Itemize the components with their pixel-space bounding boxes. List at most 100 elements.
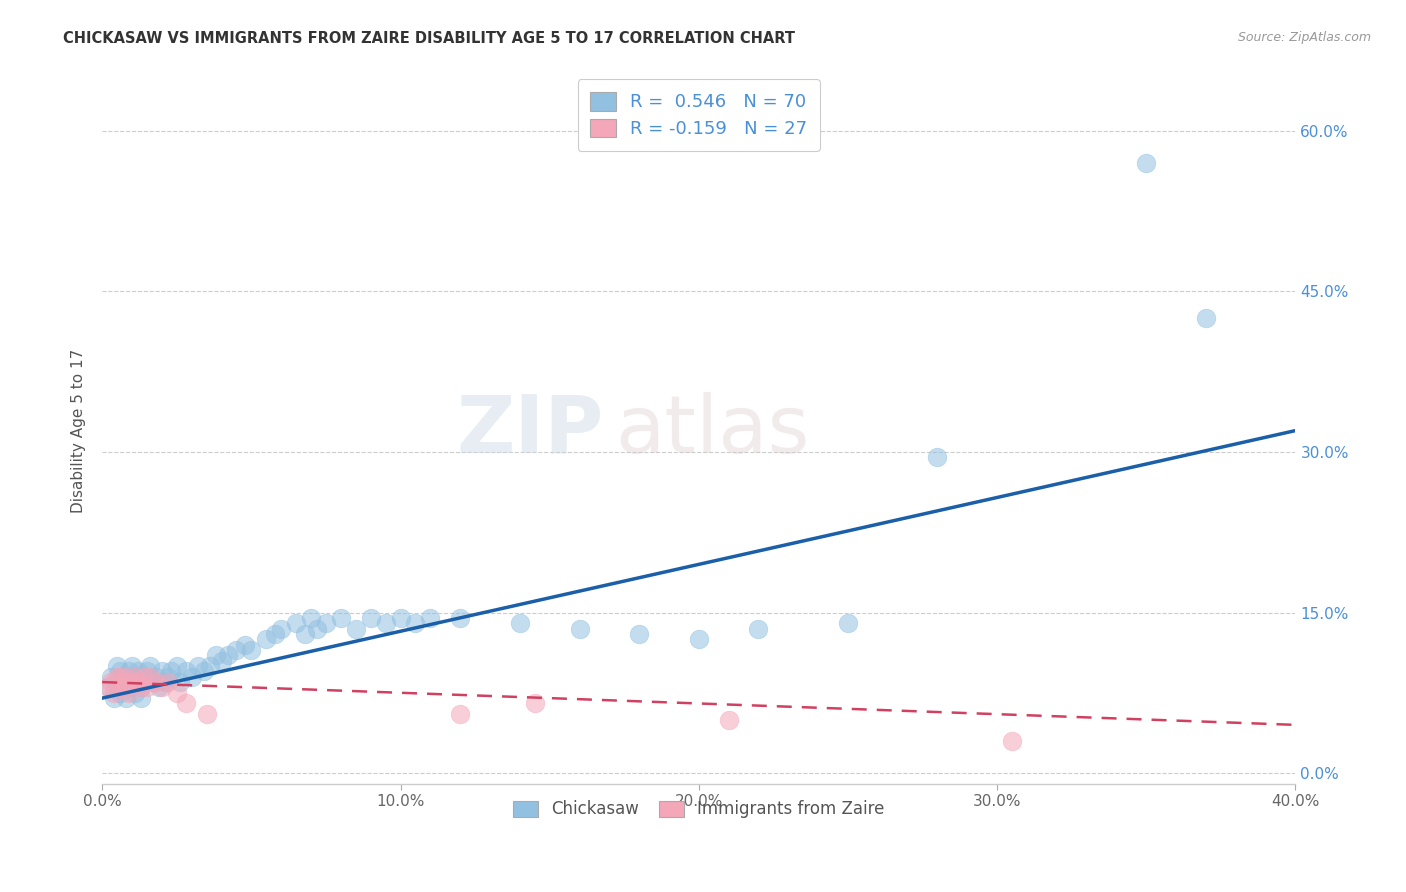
- Point: [419, 611, 441, 625]
- Point: [509, 616, 531, 631]
- Text: ZIP: ZIP: [456, 392, 603, 469]
- Point: [254, 632, 277, 647]
- Point: [115, 670, 138, 684]
- Point: [198, 659, 221, 673]
- Point: [108, 686, 131, 700]
- Point: [153, 675, 176, 690]
- Point: [211, 654, 233, 668]
- Point: [389, 611, 412, 625]
- Point: [166, 659, 188, 673]
- Text: atlas: atlas: [616, 392, 810, 469]
- Point: [193, 665, 215, 679]
- Point: [449, 707, 471, 722]
- Point: [108, 670, 131, 684]
- Point: [127, 670, 149, 684]
- Point: [121, 675, 143, 690]
- Point: [118, 665, 141, 679]
- Point: [148, 681, 170, 695]
- Point: [329, 611, 352, 625]
- Point: [717, 713, 740, 727]
- Point: [129, 691, 152, 706]
- Point: [235, 638, 257, 652]
- Point: [105, 670, 128, 684]
- Point: [837, 616, 859, 631]
- Point: [124, 675, 146, 690]
- Point: [115, 675, 138, 690]
- Point: [217, 648, 239, 663]
- Point: [1001, 734, 1024, 748]
- Point: [523, 697, 546, 711]
- Point: [150, 665, 173, 679]
- Point: [166, 686, 188, 700]
- Point: [115, 691, 138, 706]
- Point: [568, 622, 591, 636]
- Point: [264, 627, 287, 641]
- Text: Source: ZipAtlas.com: Source: ZipAtlas.com: [1237, 31, 1371, 45]
- Point: [115, 681, 138, 695]
- Point: [174, 697, 197, 711]
- Point: [156, 675, 179, 690]
- Point: [97, 681, 120, 695]
- Point: [315, 616, 337, 631]
- Point: [285, 616, 308, 631]
- Point: [112, 681, 135, 695]
- Point: [195, 707, 218, 722]
- Point: [360, 611, 382, 625]
- Point: [187, 659, 209, 673]
- Point: [628, 627, 651, 641]
- Point: [344, 622, 367, 636]
- Point: [225, 643, 247, 657]
- Text: CHICKASAW VS IMMIGRANTS FROM ZAIRE DISABILITY AGE 5 TO 17 CORRELATION CHART: CHICKASAW VS IMMIGRANTS FROM ZAIRE DISAB…: [63, 31, 796, 46]
- Point: [145, 675, 167, 690]
- Point: [124, 670, 146, 684]
- Point: [105, 659, 128, 673]
- Point: [105, 675, 128, 690]
- Point: [270, 622, 292, 636]
- Point: [121, 659, 143, 673]
- Point: [927, 450, 949, 465]
- Point: [150, 681, 173, 695]
- Point: [449, 611, 471, 625]
- Point: [142, 675, 165, 690]
- Point: [305, 622, 328, 636]
- Point: [118, 681, 141, 695]
- Point: [112, 675, 135, 690]
- Legend: Chickasaw, Immigrants from Zaire: Chickasaw, Immigrants from Zaire: [506, 794, 891, 825]
- Point: [180, 670, 202, 684]
- Point: [1135, 156, 1157, 170]
- Point: [159, 665, 181, 679]
- Point: [299, 611, 322, 625]
- Point: [204, 648, 226, 663]
- Point: [174, 665, 197, 679]
- Point: [108, 681, 131, 695]
- Point: [127, 665, 149, 679]
- Point: [124, 686, 146, 700]
- Y-axis label: Disability Age 5 to 17: Disability Age 5 to 17: [72, 349, 86, 513]
- Point: [132, 670, 155, 684]
- Point: [1195, 311, 1218, 326]
- Point: [100, 675, 122, 690]
- Point: [121, 670, 143, 684]
- Point: [103, 686, 125, 700]
- Point: [129, 681, 152, 695]
- Point: [139, 670, 162, 684]
- Point: [136, 681, 159, 695]
- Point: [374, 616, 396, 631]
- Point: [136, 665, 159, 679]
- Point: [129, 681, 152, 695]
- Point: [294, 627, 316, 641]
- Point: [118, 686, 141, 700]
- Point: [240, 643, 263, 657]
- Point: [127, 675, 149, 690]
- Point: [103, 691, 125, 706]
- Point: [100, 670, 122, 684]
- Point: [97, 681, 120, 695]
- Point: [112, 670, 135, 684]
- Point: [132, 675, 155, 690]
- Point: [156, 670, 179, 684]
- Point: [688, 632, 710, 647]
- Point: [139, 659, 162, 673]
- Point: [169, 675, 191, 690]
- Point: [136, 670, 159, 684]
- Point: [108, 665, 131, 679]
